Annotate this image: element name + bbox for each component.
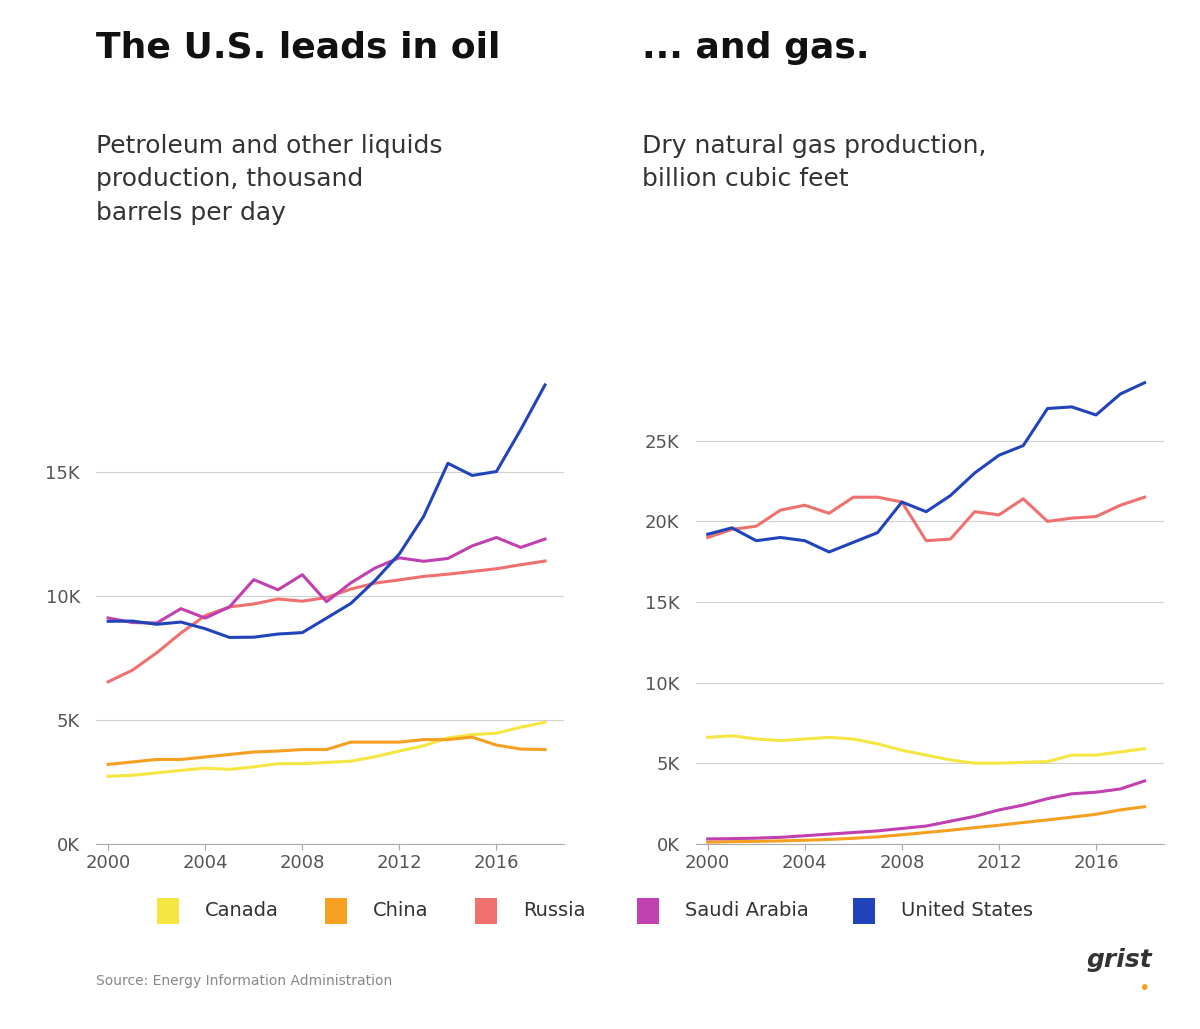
Text: Source: Energy Information Administration: Source: Energy Information Administratio… bbox=[96, 973, 392, 988]
Text: •: • bbox=[1139, 980, 1150, 998]
Text: Dry natural gas production,
billion cubic feet: Dry natural gas production, billion cubi… bbox=[642, 134, 986, 191]
Text: United States: United States bbox=[901, 901, 1033, 920]
Text: China: China bbox=[373, 901, 428, 920]
Text: ... and gas.: ... and gas. bbox=[642, 31, 870, 65]
Text: The U.S. leads in oil: The U.S. leads in oil bbox=[96, 31, 500, 65]
Text: Petroleum and other liquids
production, thousand
barrels per day: Petroleum and other liquids production, … bbox=[96, 134, 443, 224]
Text: grist: grist bbox=[1086, 949, 1152, 972]
Text: Saudi Arabia: Saudi Arabia bbox=[685, 901, 809, 920]
Text: Canada: Canada bbox=[205, 901, 280, 920]
Text: Russia: Russia bbox=[523, 901, 586, 920]
